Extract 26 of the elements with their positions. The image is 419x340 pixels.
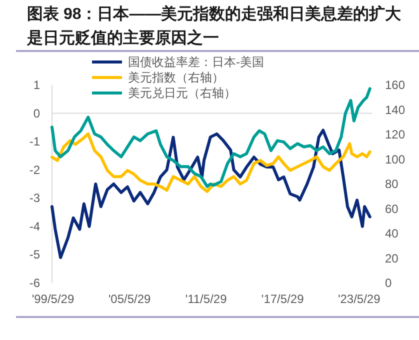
chart-title: 图表 98：日本——美元指数的走强和日美息差的扩大是日元贬值的主要原因之一 (27, 4, 402, 49)
y2-tick-label: 160 (385, 78, 406, 92)
y2-tick-label: 100 (385, 152, 406, 166)
y2-tick-label: 60 (385, 202, 399, 216)
y2-tick-label: 80 (385, 177, 399, 191)
y2-tick-label: 40 (385, 226, 399, 240)
y-tick-label: 0 (33, 106, 40, 120)
y2-tick-label: 120 (385, 128, 406, 142)
legend-label: 国债收益率差：日本-美国 (128, 55, 264, 69)
x-tick-label: '05/5/29 (108, 292, 152, 306)
y-tick-label: -1 (29, 134, 40, 149)
y2-tick-label: 140 (385, 102, 406, 117)
x-tick-label: '11/5/29 (185, 292, 228, 306)
y-tick-label: -6 (29, 276, 40, 290)
legend-label: 美元指数（右轴） (128, 70, 224, 84)
y-tick-label: -4 (29, 219, 40, 234)
x-tick-label: '23/5/29 (338, 292, 381, 306)
legend-label: 美元兑日元（右轴） (128, 86, 236, 100)
y-tick-label: -2 (29, 162, 40, 177)
y-tick-label: 1 (33, 78, 40, 92)
y2-tick-label: 20 (385, 251, 399, 266)
x-tick-label: '99/5/29 (32, 292, 74, 306)
y-tick-label: -5 (29, 248, 40, 262)
y-tick-label: -3 (29, 191, 40, 206)
x-tick-label: '17/5/29 (261, 292, 304, 306)
y2-tick-label: 0 (385, 276, 392, 290)
